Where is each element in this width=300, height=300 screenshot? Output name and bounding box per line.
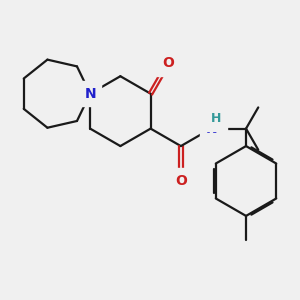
Text: N: N	[205, 122, 217, 136]
Text: H: H	[211, 112, 221, 125]
Text: N: N	[84, 87, 96, 101]
Text: O: O	[175, 174, 187, 188]
Text: O: O	[162, 56, 174, 70]
